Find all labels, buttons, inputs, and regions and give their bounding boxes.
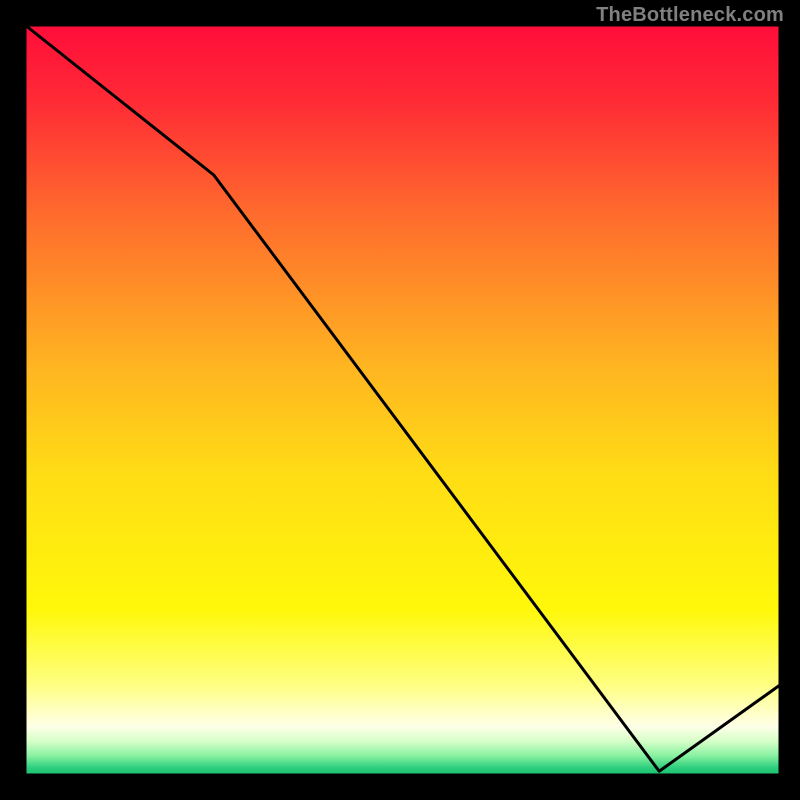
watermark-text: TheBottleneck.com [596,4,784,27]
bottleneck-chart [25,25,780,775]
chart-background [25,25,780,775]
